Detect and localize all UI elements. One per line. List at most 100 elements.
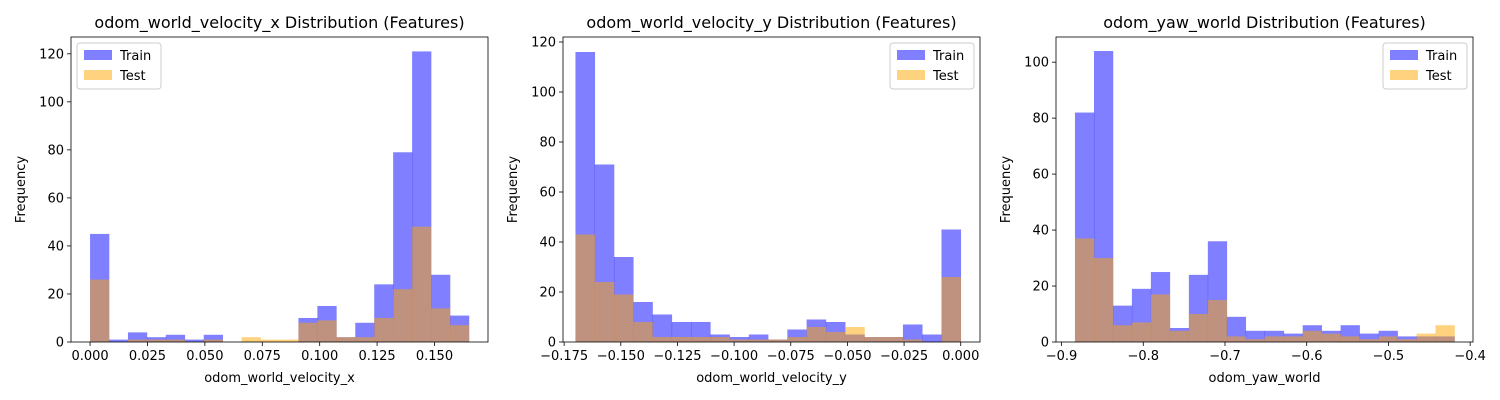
bar-test-0 <box>90 279 110 342</box>
y-tick-label: 40 <box>1032 224 1049 239</box>
legend-label-test: Test <box>932 69 959 84</box>
y-tick-label: 120 <box>39 47 64 62</box>
y-axis-label: Frequency <box>506 156 521 223</box>
bar-test-0 <box>575 234 596 342</box>
chart-panel-1: 0.000 0.025 0.050 0.075 0.100 0.125 0.150 0 20 40… <box>14 13 489 386</box>
bar-train-5 <box>184 339 205 342</box>
x-tick-label: −0.125 <box>653 349 701 364</box>
bar-train-6 <box>203 334 223 342</box>
bar-test-18 <box>431 308 451 342</box>
y-tick-label: 60 <box>539 186 556 201</box>
x-axis-label: odom_yaw_world <box>1209 371 1321 386</box>
x-tick-label: 0.000 <box>942 349 979 364</box>
bar-test-12 <box>806 327 827 342</box>
bar-test-1 <box>1093 258 1114 342</box>
bar-train-2 <box>127 332 148 342</box>
bar-test-18 <box>1416 333 1436 342</box>
y-tick-label: 100 <box>39 95 64 110</box>
bar-test-10 <box>768 339 788 342</box>
bar-test-5 <box>671 337 692 342</box>
bar-test-19 <box>449 325 470 342</box>
bar-test-4 <box>1150 294 1171 342</box>
y-tick-label: 100 <box>1024 56 1049 71</box>
axes-frame <box>562 36 981 343</box>
bar-test-4 <box>652 337 673 342</box>
chart-title: odom_world_velocity_x Distribution (Feat… <box>94 13 464 33</box>
legend-swatch-train <box>897 50 925 60</box>
x-tick-label: −0.175 <box>540 349 588 364</box>
bar-test-3 <box>633 322 653 342</box>
y-tick-label: 20 <box>47 287 64 302</box>
y-tick-label: 40 <box>47 239 64 254</box>
chart-title: odom_world_velocity_y Distribution (Feat… <box>586 13 956 33</box>
bar-test-15 <box>374 317 394 342</box>
bar-test-11 <box>298 322 318 342</box>
bar-test-9 <box>1245 339 1266 342</box>
axes-frame <box>70 36 489 343</box>
bar-test-2 <box>1112 325 1133 342</box>
bar-test-17 <box>1397 339 1417 342</box>
legend: Train Test <box>889 42 975 90</box>
legend-label-train: Train <box>932 49 964 64</box>
x-tick-label: −0.8 <box>1127 349 1159 364</box>
y-tick-label: 20 <box>1032 280 1049 295</box>
y-tick-label: 60 <box>1032 168 1049 183</box>
x-tick-label: 0.000 <box>71 349 108 364</box>
y-axis-label: Frequency <box>14 156 29 223</box>
bar-test-13 <box>336 337 356 342</box>
bar-test-14 <box>355 337 375 342</box>
y-tick-label: 80 <box>47 143 64 158</box>
bar-test-11 <box>1283 336 1304 342</box>
bar-test-6 <box>691 337 711 342</box>
bar-test-16 <box>883 337 904 342</box>
legend-label-train: Train <box>119 49 151 64</box>
y-tick-label: 0 <box>56 336 64 351</box>
y-tick-label: 0 <box>1041 336 1049 351</box>
bar-test-17 <box>412 226 432 342</box>
bar-test-4 <box>165 339 186 342</box>
x-axis-label: odom_world_velocity_y <box>696 371 847 386</box>
bar-test-11 <box>787 337 807 342</box>
bar-train-4 <box>652 314 673 342</box>
bar-test-9 <box>748 339 769 342</box>
bar-test-12 <box>317 320 337 342</box>
x-tick-label: 0.100 <box>301 349 338 364</box>
bar-test-19 <box>1435 325 1455 342</box>
bar-test-13 <box>1321 333 1341 342</box>
bar-test-13 <box>825 332 846 342</box>
bar-test-14 <box>1340 336 1360 342</box>
bar-train-4 <box>165 334 186 342</box>
x-tick-label: −0.150 <box>597 349 645 364</box>
legend: Train Test <box>1382 42 1468 90</box>
bar-train-8 <box>1226 316 1247 342</box>
bar-test-3 <box>146 339 167 342</box>
chart-panel-2: −0.175 −0.150 −0.125 −0.100 −0.075 −0.050 −0.0… <box>506 13 981 386</box>
y-tick-label: 20 <box>539 286 556 301</box>
bar-test-14 <box>845 327 865 342</box>
x-tick-label: −0.6 <box>1291 349 1323 364</box>
y-tick-label: 80 <box>1032 112 1049 127</box>
legend-label-test: Test <box>119 69 146 84</box>
bar-test-1 <box>594 282 615 342</box>
x-tick-label: 0.050 <box>186 349 223 364</box>
x-tick-label: −0.7 <box>1209 349 1241 364</box>
bar-test-10 <box>1264 336 1285 342</box>
legend-swatch-test <box>897 70 925 80</box>
y-axis-label: Frequency <box>999 156 1014 223</box>
bar-test-2 <box>127 339 148 342</box>
bar-train-9 <box>1245 330 1266 342</box>
bar-test-19 <box>941 277 962 342</box>
y-tick-label: 60 <box>47 191 64 206</box>
legend-swatch-test <box>84 70 112 80</box>
x-tick-label: −0.025 <box>880 349 928 364</box>
y-tick-label: 40 <box>539 236 556 251</box>
bar-test-9 <box>260 339 280 342</box>
chart-title: odom_yaw_world Distribution (Features) <box>1103 13 1426 33</box>
legend-swatch-train <box>1390 50 1418 60</box>
bar-test-8 <box>729 339 750 342</box>
bar-train-17 <box>902 324 923 342</box>
bar-train-9 <box>748 334 769 342</box>
bar-test-10 <box>279 339 299 342</box>
legend: Train Test <box>76 42 162 90</box>
